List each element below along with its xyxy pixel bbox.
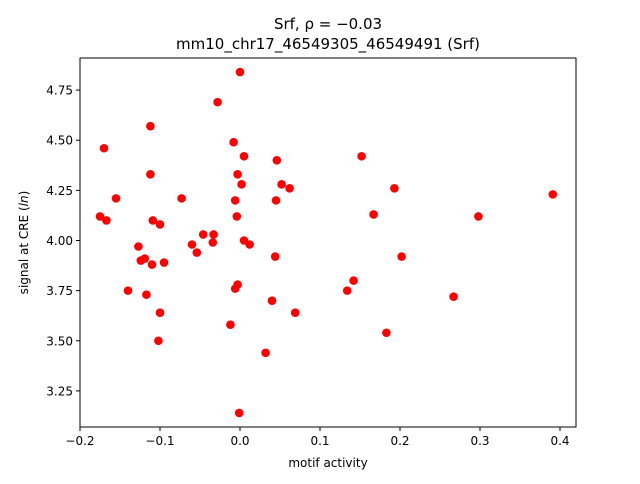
data-point: [349, 276, 358, 285]
y-tick-label: 4.00: [46, 234, 73, 248]
y-axis-ticks: 3.25 3.50 3.75 4.00 4.25 4.50 4.75: [46, 84, 80, 398]
data-point: [229, 137, 238, 147]
data-point: [111, 194, 121, 203]
y-axis-label: signal at CRE (ln): [17, 191, 31, 295]
data-point: [272, 155, 282, 165]
data-point: [102, 216, 111, 225]
y-axis-label-prefix: signal at CRE (: [17, 206, 31, 294]
data-point: [474, 212, 483, 221]
data-point: [208, 238, 218, 247]
x-axis-label: motif activity: [288, 456, 367, 470]
x-tick-label: 0.4: [550, 434, 569, 448]
data-point: [209, 230, 218, 239]
data-point: [261, 348, 270, 358]
data-point: [449, 292, 458, 301]
data-point: [382, 328, 391, 338]
data-point: [548, 190, 558, 199]
x-tick-label: 0.1: [310, 434, 329, 448]
data-point: [237, 180, 246, 189]
y-tick-label: 3.25: [46, 384, 73, 398]
data-point: [357, 151, 366, 161]
data-point: [267, 296, 277, 305]
data-point: [147, 260, 157, 269]
y-tick-label: 3.50: [46, 334, 73, 348]
data-point: [233, 170, 242, 179]
data-point: [232, 212, 242, 221]
y-tick-label: 4.75: [46, 84, 73, 98]
x-tick-label: −0.2: [65, 434, 94, 448]
data-point: [155, 220, 165, 229]
data-point: [285, 184, 294, 193]
data-point: [234, 408, 244, 418]
plot-area-frame: [79, 57, 577, 428]
data-point: [270, 252, 280, 261]
data-point: [99, 143, 109, 153]
data-point: [213, 97, 222, 107]
x-axis-ticks: −0.2 −0.1 0.0 0.1 0.2 0.3 0.4: [65, 427, 570, 448]
y-axis-label-italic: ln: [17, 195, 31, 206]
data-point: [369, 210, 378, 219]
x-tick-label: 0.3: [470, 434, 489, 448]
data-point: [155, 308, 165, 317]
data-point: [159, 258, 169, 267]
data-point: [148, 216, 158, 225]
data-point: [239, 151, 249, 161]
data-points: [95, 67, 558, 418]
data-point: [277, 180, 286, 189]
data-point: [390, 184, 399, 193]
x-tick-label: 0.2: [390, 434, 409, 448]
y-tick-label: 4.25: [46, 184, 73, 198]
data-point: [198, 230, 208, 239]
data-point: [245, 240, 254, 249]
data-point: [271, 196, 281, 205]
data-point: [146, 121, 155, 131]
y-tick-label: 3.75: [46, 284, 73, 298]
x-tick-label: 0.0: [230, 434, 249, 448]
data-point: [142, 290, 151, 299]
data-point: [290, 308, 300, 317]
data-point: [342, 286, 352, 295]
data-point: [187, 240, 197, 249]
y-tick-label: 4.50: [46, 134, 73, 148]
data-point: [146, 170, 155, 179]
data-point: [230, 284, 240, 293]
data-point: [154, 336, 163, 346]
data-point: [136, 256, 146, 265]
data-point: [226, 320, 235, 330]
x-tick-label: −0.1: [145, 434, 174, 448]
data-point: [123, 286, 133, 295]
y-axis-label-suffix: ): [17, 191, 31, 196]
data-point: [397, 252, 406, 261]
data-point: [235, 67, 245, 77]
data-point: [230, 196, 240, 205]
data-point: [192, 248, 202, 257]
chart-title-line2: mm10_chr17_46549305_46549491 (Srf): [176, 35, 480, 54]
data-point: [134, 242, 143, 251]
chart-title-line1: Srf, ρ = −0.03: [274, 15, 382, 33]
data-point: [177, 194, 186, 203]
data-point: [95, 212, 105, 221]
